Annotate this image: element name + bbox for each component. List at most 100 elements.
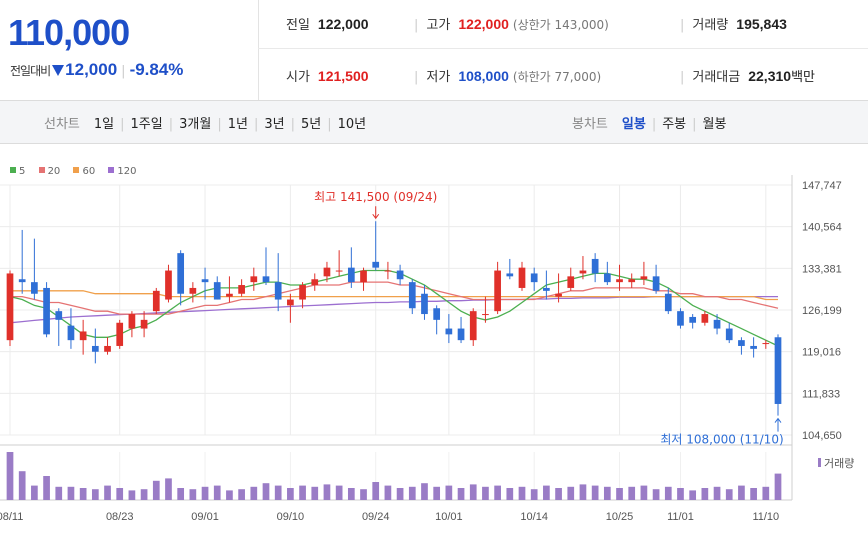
candle	[91, 345, 99, 352]
candle	[457, 328, 465, 341]
candle	[165, 270, 172, 300]
candle	[494, 270, 501, 312]
candle	[274, 282, 282, 300]
volume-bar	[201, 486, 209, 500]
legend-ma20: 20	[38, 166, 60, 177]
candle	[116, 322, 124, 346]
y-tick-label: 119,016	[802, 347, 841, 359]
volume-bar	[238, 489, 245, 500]
tab-weekly[interactable]: 주봉	[662, 117, 687, 132]
trade-value-unit: 백만	[791, 69, 815, 84]
low-arrow-icon	[774, 417, 782, 432]
volume-bar	[152, 480, 160, 500]
tab-1y[interactable]: 1년	[227, 117, 248, 132]
candle	[18, 279, 26, 283]
open-price: 시가 121,500	[286, 66, 369, 85]
low-annotation: 최저 108,000 (11/10)	[660, 433, 783, 447]
candle	[543, 287, 550, 291]
candle	[713, 319, 721, 329]
tab-daily[interactable]: 일봉	[621, 117, 646, 132]
divider: |	[121, 64, 126, 79]
volume-bar	[372, 482, 380, 500]
candle	[311, 279, 319, 286]
price-box: 110,000 전일대비 12,000 | -9.84%	[0, 0, 258, 100]
low-value: 108,000	[458, 68, 509, 84]
candle	[384, 270, 392, 272]
volume-bar	[55, 486, 63, 500]
ma60-line	[10, 290, 778, 301]
volume-bar	[189, 489, 197, 500]
candle	[408, 282, 416, 309]
x-tick-label: 09/24	[362, 511, 390, 523]
y-tick-label: 104,650	[802, 430, 842, 442]
volume-bar	[457, 488, 465, 500]
x-tick-label: 10/01	[435, 511, 463, 523]
candle	[140, 319, 148, 329]
volume-bar	[140, 489, 148, 500]
volume-bar	[116, 488, 124, 500]
candle	[347, 267, 355, 283]
candle	[299, 285, 306, 300]
volume-bar	[555, 488, 562, 500]
high-label: 고가	[426, 18, 451, 33]
tab-10y[interactable]: 10년	[337, 117, 367, 132]
line-chart-tabs: 선차트 1일 | 1주일 | 3개월 | 1년 | 3년 | 5년 | 10년	[44, 117, 367, 132]
candle	[335, 270, 343, 272]
current-price: 110,000	[8, 12, 130, 53]
volume-bar	[91, 489, 99, 500]
volume-bar	[506, 488, 514, 500]
tab-1d[interactable]: 1일	[93, 117, 115, 132]
divider	[258, 48, 868, 49]
volume-bar	[664, 486, 672, 500]
candle	[6, 273, 14, 341]
price-change: 전일대비 12,000 | -9.84%	[10, 60, 183, 80]
candle	[738, 340, 745, 346]
volume-bar	[18, 471, 26, 500]
candle	[433, 308, 441, 320]
volume-bar	[128, 490, 136, 500]
candle	[640, 276, 648, 280]
high-annotation: 최고 141,500 (09/24)	[314, 190, 437, 204]
volume-info: | 거래량 195,843	[680, 16, 787, 33]
trade-value-label: 거래대금	[692, 70, 741, 85]
y-tick-label: 133,381	[802, 263, 842, 275]
volume-bar	[530, 489, 538, 500]
x-tick-label: 10/14	[520, 511, 548, 523]
volume-bar	[213, 485, 221, 500]
candle	[79, 331, 87, 341]
candle	[31, 282, 38, 294]
candle	[262, 276, 270, 283]
volume-label: 거래량	[824, 457, 854, 470]
volume-bar	[652, 489, 660, 500]
x-tick-label: 08/11	[0, 511, 23, 523]
y-tick-label: 147,747	[802, 180, 842, 192]
candle-chart-tabs: 봉차트 일봉 | 주봉 | 월봉	[572, 117, 727, 132]
volume-bar	[701, 488, 709, 500]
candle	[689, 316, 697, 323]
y-tick-label: 140,564	[802, 222, 842, 234]
candle	[482, 314, 489, 316]
candle	[701, 314, 709, 323]
candle	[372, 261, 380, 268]
volume-label: 거래량	[692, 18, 729, 33]
high-arrow-icon	[372, 206, 380, 220]
candle	[677, 311, 684, 326]
candle	[774, 337, 782, 404]
candle	[226, 293, 233, 297]
tab-5y[interactable]: 5년	[300, 117, 322, 132]
down-arrow-icon	[52, 65, 65, 76]
trade-value: 22,310	[748, 68, 792, 84]
tab-monthly[interactable]: 월봉	[702, 117, 727, 132]
change-label: 전일대비	[10, 64, 51, 78]
volume-bar	[738, 485, 745, 500]
volume-bar	[323, 484, 331, 500]
volume-bar	[628, 486, 636, 500]
candle	[469, 311, 477, 341]
tab-3y[interactable]: 3년	[264, 117, 285, 132]
volume-bar	[640, 485, 648, 500]
tab-3m[interactable]: 3개월	[179, 117, 212, 132]
volume-bar	[274, 485, 282, 500]
ma20-line	[10, 281, 779, 315]
volume-bar	[445, 485, 453, 500]
tab-1w[interactable]: 1주일	[130, 117, 163, 132]
